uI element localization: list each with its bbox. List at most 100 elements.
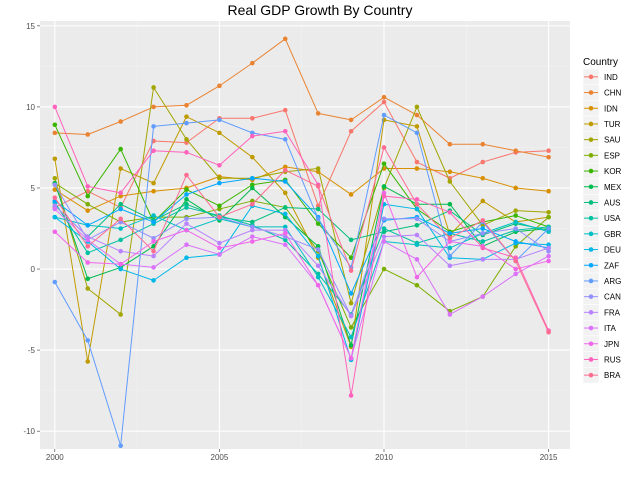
data-point — [118, 261, 123, 267]
legend-key-point — [588, 200, 594, 205]
series-line — [54, 203, 549, 241]
legend-item-can: CAN — [582, 288, 621, 305]
data-point — [85, 132, 91, 137]
legend-item-sau: SAU — [582, 131, 621, 148]
data-point — [52, 104, 58, 110]
data-point — [480, 198, 486, 204]
legend-title: Country — [583, 57, 618, 68]
data-point — [447, 235, 453, 241]
data-point — [250, 239, 255, 244]
legend-key-point — [588, 310, 594, 315]
data-point — [184, 205, 189, 210]
data-point — [217, 162, 222, 168]
data-point — [348, 117, 354, 123]
x-tick-label: 2010 — [375, 453, 393, 462]
data-point — [217, 206, 222, 212]
data-point — [184, 255, 189, 260]
data-point — [118, 193, 123, 199]
series-line — [54, 116, 549, 362]
data-point — [52, 182, 58, 188]
data-point — [118, 166, 123, 171]
data-point — [447, 245, 453, 251]
data-point — [217, 245, 222, 251]
data-point — [381, 161, 387, 166]
data-point — [250, 219, 255, 225]
data-point — [250, 133, 255, 139]
data-point — [381, 226, 387, 231]
data-point — [52, 214, 58, 220]
legend-key-point — [588, 247, 594, 252]
x-tick-label: 2005 — [211, 453, 229, 462]
data-point — [447, 253, 453, 259]
data-point — [85, 338, 91, 343]
x-tick-label: 2015 — [540, 453, 558, 462]
data-point — [184, 103, 189, 108]
data-point — [250, 60, 255, 66]
data-point — [513, 266, 518, 272]
data-point — [151, 278, 156, 283]
data-point — [184, 150, 189, 155]
data-point — [52, 187, 58, 192]
legend: Country IND CHN IDN TUR SAU ESP KOR MEX AUS USA GB… — [582, 57, 622, 384]
data-point — [151, 124, 156, 129]
data-point — [184, 120, 189, 126]
data-point — [414, 216, 420, 222]
legend-label: BRA — [604, 371, 621, 380]
data-point — [546, 226, 551, 231]
legend-label: ZAF — [604, 261, 619, 270]
y-tick-label: -10 — [23, 427, 35, 436]
x-tick-label: 2000 — [46, 453, 64, 462]
data-point — [414, 257, 420, 262]
data-point — [217, 130, 222, 136]
data-point — [85, 359, 91, 364]
y-tick-label: 10 — [26, 103, 35, 112]
legend-label: TUR — [604, 120, 621, 129]
series-chn — [52, 36, 551, 160]
data-point — [348, 237, 354, 243]
legend-items: IND CHN IDN TUR SAU ESP KOR MEX AUS USA GBR DEU ZAF A… — [582, 68, 622, 384]
data-point — [250, 201, 255, 207]
series-line — [54, 106, 550, 396]
data-point — [315, 263, 321, 269]
series-gbr — [52, 213, 551, 340]
data-point — [118, 119, 123, 124]
data-point — [546, 248, 551, 254]
data-point — [414, 130, 420, 136]
data-point — [184, 216, 189, 222]
data-point — [315, 253, 321, 259]
data-point — [85, 208, 91, 213]
data-point — [315, 244, 321, 249]
legend-label: FRA — [604, 308, 621, 317]
data-point — [52, 229, 58, 235]
data-point — [282, 227, 288, 233]
legend-key-point — [588, 153, 594, 158]
data-point — [381, 266, 387, 272]
legend-label: DEU — [604, 246, 621, 255]
series-line — [54, 182, 549, 346]
series-jpn — [52, 190, 551, 361]
data-point — [282, 231, 288, 236]
legend-label: GBR — [604, 230, 622, 239]
data-point — [447, 141, 453, 147]
data-point — [217, 180, 222, 186]
data-point — [184, 137, 189, 142]
data-point — [118, 216, 123, 222]
data-point — [546, 253, 551, 259]
data-point — [250, 154, 255, 160]
x-axis: 2000 2005 2010 2015 — [46, 449, 558, 462]
data-point — [414, 232, 420, 238]
data-point — [381, 216, 387, 222]
data-point — [513, 271, 518, 277]
data-point — [282, 179, 288, 184]
data-point — [151, 248, 156, 254]
series-arg — [52, 112, 551, 449]
legend-key-point — [588, 294, 594, 299]
data-point — [151, 180, 156, 186]
data-point — [447, 179, 453, 184]
data-point — [315, 282, 321, 288]
data-point — [250, 185, 255, 191]
series-line — [54, 124, 549, 259]
data-point — [480, 294, 486, 299]
data-point — [414, 104, 420, 110]
data-point — [85, 237, 91, 243]
